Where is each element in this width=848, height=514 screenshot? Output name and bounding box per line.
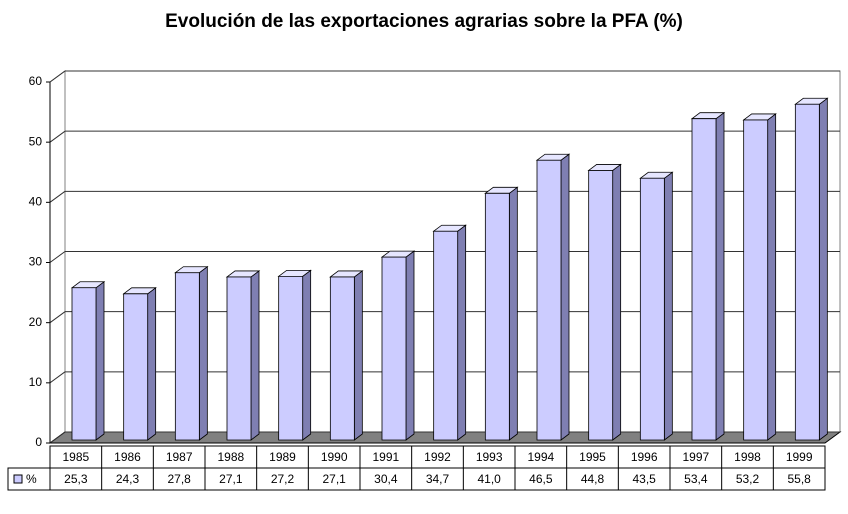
bar (535, 153, 571, 441)
bar-front (484, 192, 510, 441)
bar-front (329, 276, 355, 441)
bar-front (639, 177, 665, 441)
y-tick-label: 20 (29, 315, 43, 329)
bar (639, 171, 674, 441)
data-label: 24,3 (116, 472, 140, 486)
data-label: 30,4 (374, 472, 398, 486)
bar-front (226, 276, 252, 441)
bar-front (691, 118, 717, 441)
bar (277, 269, 312, 441)
bar (432, 224, 467, 441)
bar (794, 97, 829, 441)
data-label: 43,5 (632, 472, 656, 486)
x-tick-label: 1990 (321, 450, 348, 464)
bar-side (353, 270, 363, 441)
bar-side (663, 171, 673, 441)
bar-front (278, 275, 304, 441)
bar-front (123, 293, 149, 441)
bar (380, 250, 416, 441)
side-grid-line (49, 431, 66, 444)
bar-side (818, 97, 828, 441)
x-tick-label: 1997 (682, 450, 709, 464)
y-tick-label: 60 (29, 74, 43, 88)
bar (329, 270, 364, 441)
y-tick-label: 0 (35, 435, 42, 449)
chart-title: Evolución de las exportaciones agrarias … (165, 11, 683, 32)
bar-front (433, 230, 459, 441)
side-grid-line (49, 311, 66, 324)
bar-front (174, 272, 200, 441)
data-label: 27,8 (167, 472, 191, 486)
bar-side (95, 280, 105, 441)
bar (690, 111, 726, 441)
bar-side (198, 265, 208, 441)
x-tick-label: 1993 (476, 450, 503, 464)
x-tick-label: 1996 (631, 450, 658, 464)
bar-side (715, 111, 725, 441)
data-label: 27,1 (219, 472, 243, 486)
x-tick-label: 1988 (217, 450, 244, 464)
bar-side (508, 186, 518, 441)
bar-side (302, 269, 312, 441)
bar-front (588, 170, 614, 441)
table-border (7, 467, 826, 491)
bar (70, 280, 106, 441)
bar-side (767, 113, 777, 441)
x-tick-label: 1994 (527, 450, 554, 464)
side-grid-line (49, 70, 66, 83)
bar (587, 163, 622, 441)
x-tick-label: 1987 (166, 450, 193, 464)
x-tick-label: 1985 (62, 450, 89, 464)
bar (742, 113, 777, 441)
y-tick-label: 10 (29, 375, 43, 389)
data-label: 41,0 (477, 472, 501, 486)
x-tick-label: 1992 (424, 450, 451, 464)
bar (122, 286, 157, 441)
bar-front (71, 287, 97, 441)
y-tick-label: 30 (29, 255, 43, 269)
bar-front (743, 119, 769, 441)
data-label: 27,1 (322, 472, 346, 486)
side-grid-line (49, 190, 66, 203)
data-label: 53,2 (736, 472, 760, 486)
bar (174, 265, 209, 441)
bar-side (560, 153, 570, 441)
legend-swatch (13, 474, 23, 484)
x-tick-label: 1995 (579, 450, 606, 464)
data-label: 34,7 (426, 472, 450, 486)
bar-front (381, 256, 407, 441)
x-tick-label: 1999 (786, 450, 813, 464)
data-label: 55,8 (787, 472, 811, 486)
x-tick-label: 1989 (269, 450, 296, 464)
data-label: 25,3 (64, 472, 88, 486)
data-label: 44,8 (581, 472, 605, 486)
bar-side (250, 270, 260, 441)
x-tick-label: 1986 (114, 450, 141, 464)
bar-side (612, 163, 622, 441)
side-grid-line (49, 371, 66, 384)
side-grid-line (49, 251, 66, 263)
legend-label: % (26, 472, 37, 486)
data-label: 53,4 (684, 472, 708, 486)
bar-front (794, 103, 820, 441)
bar-side (405, 250, 415, 441)
data-label: 46,5 (529, 472, 553, 486)
side-grid-line (49, 130, 66, 143)
bar-side (147, 286, 157, 441)
bar-side (457, 224, 467, 441)
y-tick-label: 40 (29, 195, 43, 209)
bar-front (536, 159, 562, 441)
bar (484, 186, 519, 441)
y-tick-label: 50 (29, 134, 43, 148)
x-tick-label: 1991 (372, 450, 399, 464)
data-label: 27,2 (271, 472, 295, 486)
x-tick-label: 1998 (734, 450, 761, 464)
bar (225, 270, 261, 441)
